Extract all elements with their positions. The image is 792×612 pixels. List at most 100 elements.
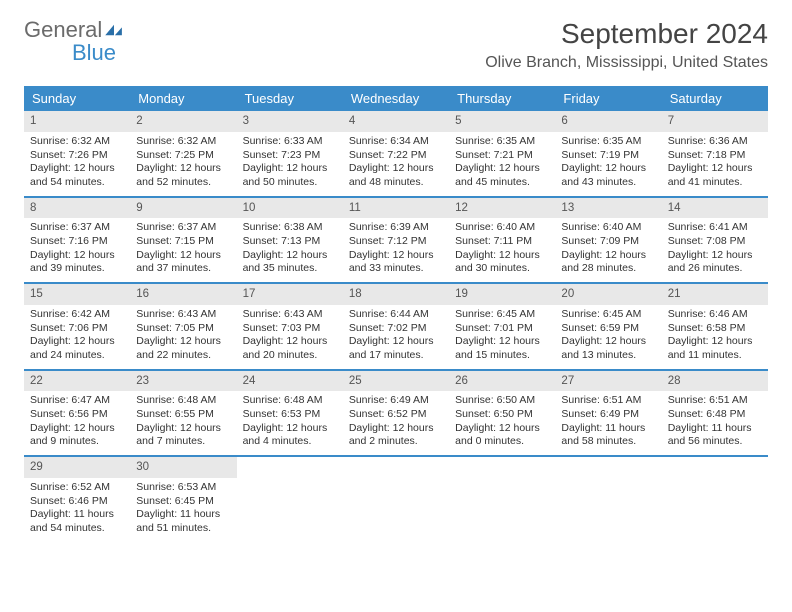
day-cell: 25Sunrise: 6:49 AMSunset: 6:52 PMDayligh…	[343, 371, 449, 456]
day-body: Sunrise: 6:35 AMSunset: 7:21 PMDaylight:…	[449, 132, 555, 196]
calendar: SundayMondayTuesdayWednesdayThursdayFrid…	[24, 86, 768, 542]
day-number: 2	[130, 111, 236, 132]
day-number: 22	[24, 371, 130, 392]
day-cell: 30Sunrise: 6:53 AMSunset: 6:45 PMDayligh…	[130, 457, 236, 542]
logo-icon	[104, 18, 124, 41]
day-cell: 8Sunrise: 6:37 AMSunset: 7:16 PMDaylight…	[24, 198, 130, 283]
daylight-line: Daylight: 12 hours and 11 minutes.	[668, 335, 762, 362]
sunset-line: Sunset: 7:03 PM	[243, 322, 337, 336]
daylight-line: Daylight: 12 hours and 26 minutes.	[668, 249, 762, 276]
sunset-line: Sunset: 7:19 PM	[561, 149, 655, 163]
day-body: Sunrise: 6:44 AMSunset: 7:02 PMDaylight:…	[343, 305, 449, 369]
day-body: Sunrise: 6:38 AMSunset: 7:13 PMDaylight:…	[237, 218, 343, 282]
sunset-line: Sunset: 7:15 PM	[136, 235, 230, 249]
sunset-line: Sunset: 7:06 PM	[30, 322, 124, 336]
day-cell: 15Sunrise: 6:42 AMSunset: 7:06 PMDayligh…	[24, 284, 130, 369]
sunset-line: Sunset: 6:45 PM	[136, 495, 230, 509]
day-body: Sunrise: 6:32 AMSunset: 7:25 PMDaylight:…	[130, 132, 236, 196]
day-number: 1	[24, 111, 130, 132]
day-number: 8	[24, 198, 130, 219]
daylight-line: Daylight: 12 hours and 35 minutes.	[243, 249, 337, 276]
sunrise-line: Sunrise: 6:46 AM	[668, 308, 762, 322]
daylight-line: Daylight: 12 hours and 17 minutes.	[349, 335, 443, 362]
day-cell: 24Sunrise: 6:48 AMSunset: 6:53 PMDayligh…	[237, 371, 343, 456]
sunrise-line: Sunrise: 6:45 AM	[455, 308, 549, 322]
month-title: September 2024	[485, 18, 768, 50]
day-body: Sunrise: 6:37 AMSunset: 7:16 PMDaylight:…	[24, 218, 130, 282]
sunrise-line: Sunrise: 6:51 AM	[668, 394, 762, 408]
daylight-line: Daylight: 12 hours and 43 minutes.	[561, 162, 655, 189]
day-cell: 7Sunrise: 6:36 AMSunset: 7:18 PMDaylight…	[662, 111, 768, 196]
daylight-line: Daylight: 12 hours and 52 minutes.	[136, 162, 230, 189]
day-cell: 19Sunrise: 6:45 AMSunset: 7:01 PMDayligh…	[449, 284, 555, 369]
sunrise-line: Sunrise: 6:48 AM	[136, 394, 230, 408]
day-body: Sunrise: 6:45 AMSunset: 6:59 PMDaylight:…	[555, 305, 661, 369]
day-cell: 16Sunrise: 6:43 AMSunset: 7:05 PMDayligh…	[130, 284, 236, 369]
sunrise-line: Sunrise: 6:43 AM	[243, 308, 337, 322]
sunset-line: Sunset: 7:21 PM	[455, 149, 549, 163]
day-number: 28	[662, 371, 768, 392]
day-number: 27	[555, 371, 661, 392]
title-block: September 2024 Olive Branch, Mississippi…	[485, 18, 768, 72]
day-cell: 17Sunrise: 6:43 AMSunset: 7:03 PMDayligh…	[237, 284, 343, 369]
day-cell: 6Sunrise: 6:35 AMSunset: 7:19 PMDaylight…	[555, 111, 661, 196]
day-body: Sunrise: 6:36 AMSunset: 7:18 PMDaylight:…	[662, 132, 768, 196]
day-cell: 28Sunrise: 6:51 AMSunset: 6:48 PMDayligh…	[662, 371, 768, 456]
sunset-line: Sunset: 7:25 PM	[136, 149, 230, 163]
day-number: 23	[130, 371, 236, 392]
day-cell: 12Sunrise: 6:40 AMSunset: 7:11 PMDayligh…	[449, 198, 555, 283]
sunset-line: Sunset: 7:23 PM	[243, 149, 337, 163]
day-body: Sunrise: 6:43 AMSunset: 7:03 PMDaylight:…	[237, 305, 343, 369]
empty-cell	[662, 457, 768, 542]
sunrise-line: Sunrise: 6:36 AM	[668, 135, 762, 149]
daylight-line: Daylight: 12 hours and 0 minutes.	[455, 422, 549, 449]
daylight-line: Daylight: 12 hours and 50 minutes.	[243, 162, 337, 189]
sunset-line: Sunset: 7:11 PM	[455, 235, 549, 249]
day-cell: 10Sunrise: 6:38 AMSunset: 7:13 PMDayligh…	[237, 198, 343, 283]
day-cell: 5Sunrise: 6:35 AMSunset: 7:21 PMDaylight…	[449, 111, 555, 196]
sunrise-line: Sunrise: 6:49 AM	[349, 394, 443, 408]
daylight-line: Daylight: 12 hours and 39 minutes.	[30, 249, 124, 276]
sunrise-line: Sunrise: 6:33 AM	[243, 135, 337, 149]
sunrise-line: Sunrise: 6:32 AM	[136, 135, 230, 149]
daylight-line: Daylight: 12 hours and 24 minutes.	[30, 335, 124, 362]
sunset-line: Sunset: 6:46 PM	[30, 495, 124, 509]
day-cell: 3Sunrise: 6:33 AMSunset: 7:23 PMDaylight…	[237, 111, 343, 196]
sunset-line: Sunset: 7:09 PM	[561, 235, 655, 249]
day-number: 9	[130, 198, 236, 219]
sunset-line: Sunset: 7:05 PM	[136, 322, 230, 336]
daylight-line: Daylight: 11 hours and 51 minutes.	[136, 508, 230, 535]
daylight-line: Daylight: 12 hours and 13 minutes.	[561, 335, 655, 362]
day-body: Sunrise: 6:32 AMSunset: 7:26 PMDaylight:…	[24, 132, 130, 196]
day-number: 24	[237, 371, 343, 392]
brand-part1: General	[24, 17, 102, 42]
dayhead: Tuesday	[237, 86, 343, 111]
day-number: 19	[449, 284, 555, 305]
sunset-line: Sunset: 6:56 PM	[30, 408, 124, 422]
day-body: Sunrise: 6:35 AMSunset: 7:19 PMDaylight:…	[555, 132, 661, 196]
daylight-line: Daylight: 11 hours and 54 minutes.	[30, 508, 124, 535]
day-number: 20	[555, 284, 661, 305]
day-number: 29	[24, 457, 130, 478]
sunrise-line: Sunrise: 6:35 AM	[561, 135, 655, 149]
day-cell: 20Sunrise: 6:45 AMSunset: 6:59 PMDayligh…	[555, 284, 661, 369]
week-row: 22Sunrise: 6:47 AMSunset: 6:56 PMDayligh…	[24, 371, 768, 458]
day-body: Sunrise: 6:33 AMSunset: 7:23 PMDaylight:…	[237, 132, 343, 196]
sunset-line: Sunset: 6:53 PM	[243, 408, 337, 422]
sunrise-line: Sunrise: 6:37 AM	[30, 221, 124, 235]
daylight-line: Daylight: 12 hours and 20 minutes.	[243, 335, 337, 362]
day-body: Sunrise: 6:53 AMSunset: 6:45 PMDaylight:…	[130, 478, 236, 542]
day-number: 12	[449, 198, 555, 219]
sunset-line: Sunset: 7:01 PM	[455, 322, 549, 336]
daylight-line: Daylight: 12 hours and 9 minutes.	[30, 422, 124, 449]
day-number: 5	[449, 111, 555, 132]
sunrise-line: Sunrise: 6:51 AM	[561, 394, 655, 408]
day-cell: 14Sunrise: 6:41 AMSunset: 7:08 PMDayligh…	[662, 198, 768, 283]
daylight-line: Daylight: 12 hours and 22 minutes.	[136, 335, 230, 362]
day-body: Sunrise: 6:46 AMSunset: 6:58 PMDaylight:…	[662, 305, 768, 369]
week-row: 15Sunrise: 6:42 AMSunset: 7:06 PMDayligh…	[24, 284, 768, 371]
sunset-line: Sunset: 6:58 PM	[668, 322, 762, 336]
day-body: Sunrise: 6:48 AMSunset: 6:55 PMDaylight:…	[130, 391, 236, 455]
empty-cell	[555, 457, 661, 542]
sunrise-line: Sunrise: 6:47 AM	[30, 394, 124, 408]
